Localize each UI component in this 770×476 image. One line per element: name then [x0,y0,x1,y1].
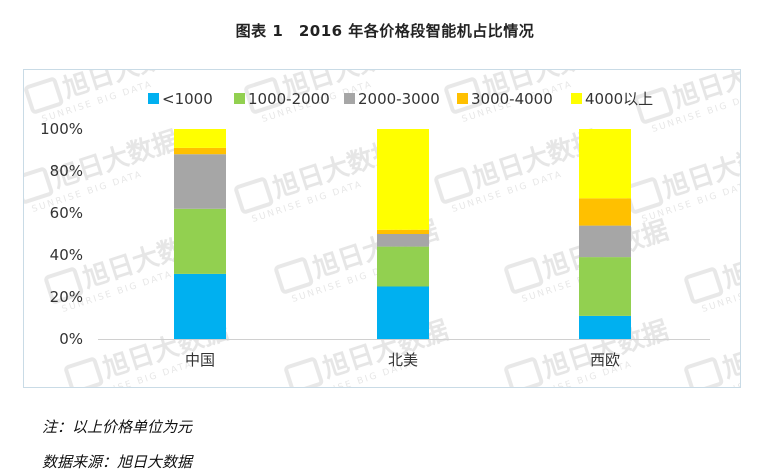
bar-segment [377,246,429,287]
bar-segment [579,225,631,258]
y-axis: 0% 20% 40% 60% 80% 100% [40,120,83,348]
y-tick-label: 80% [50,162,83,180]
svg-text:旭日大数据: 旭日大数据 [719,226,740,295]
price-unit-note: 注：以上价格单位为元 [42,418,193,436]
bar-segment [174,273,226,339]
bars-group [174,129,631,339]
legend-item: 1000-2000 [234,90,330,108]
x-category-label: 西欧 [590,351,620,369]
bar-segment [174,147,226,155]
legend-label: 1000-2000 [248,90,330,108]
chart-title: 图表 1 2016 年各价格段智能机占比情况 [235,22,535,40]
bar-segment [377,129,429,230]
legend-label: <1000 [162,90,213,108]
bar-segment [579,315,631,339]
svg-text:旭日大数据: 旭日大数据 [719,316,740,385]
legend-item: 2000-3000 [344,90,440,108]
bar-segment [174,129,226,148]
chart-legend: <1000 1000-2000 2000-3000 3000-4000 4000以上 [148,90,653,108]
legend-swatch [234,93,245,104]
legend-item: 3000-4000 [457,90,553,108]
data-source-note: 数据来源：旭日大数据 [42,453,193,471]
legend-swatch [148,93,159,104]
y-tick-label: 100% [40,120,83,138]
y-tick-label: 40% [50,246,83,264]
legend-label: 4000以上 [585,90,653,108]
bar-segment [377,286,429,339]
bar-segment [174,208,226,274]
legend-swatch [571,93,582,104]
bar-segment [579,257,631,316]
bar-segment [377,234,429,247]
x-category-label: 中国 [185,351,215,369]
bar-segment [377,229,429,234]
bar-segment [579,198,631,226]
legend-label: 3000-4000 [471,90,553,108]
legend-item: <1000 [148,90,213,108]
legend-swatch [457,93,468,104]
legend-swatch [344,93,355,104]
x-axis: 中国 北美 西欧 [98,339,710,369]
legend-item: 4000以上 [571,90,653,108]
bar-segment [174,154,226,209]
y-tick-label: 60% [50,204,83,222]
y-tick-label: 20% [50,288,83,306]
legend-label: 2000-3000 [358,90,440,108]
y-tick-label: 0% [59,330,83,348]
bar-segment [579,129,631,199]
x-category-label: 北美 [388,351,418,369]
